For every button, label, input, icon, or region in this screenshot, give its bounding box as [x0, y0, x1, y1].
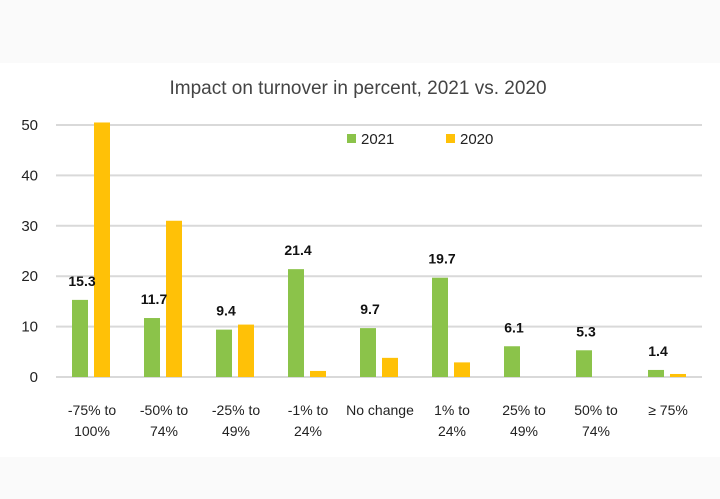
- y-tick-label: 20: [21, 268, 38, 285]
- y-tick-label: 30: [21, 218, 38, 235]
- x-tick-label: ≥ 75%: [648, 402, 688, 418]
- legend-label-2020: 2020: [460, 131, 493, 148]
- x-tick-label: -1% to 24%: [288, 402, 329, 439]
- bar-2020-0: [94, 122, 110, 377]
- bar-2020-3: [310, 370, 326, 377]
- bar-2021-3: [288, 269, 304, 377]
- data-label-2021-6: 6.1: [504, 319, 524, 335]
- legend-swatch-2021: [347, 134, 356, 143]
- x-tick-label: -75% to 100%: [68, 402, 116, 439]
- legend: 2021 2020: [347, 131, 493, 148]
- data-label-2021-2: 9.4: [216, 303, 236, 319]
- data-label-2021-7: 5.3: [576, 323, 596, 339]
- bar-2020-5: [454, 362, 470, 377]
- bar-2020-2: [238, 324, 254, 377]
- x-tick-label: 1% to 24%: [434, 402, 470, 439]
- y-tick-label: 40: [21, 167, 38, 184]
- gridlines: [56, 124, 702, 378]
- legend-label-2021: 2021: [361, 131, 394, 148]
- y-tick-label: 0: [30, 369, 38, 386]
- y-tick-label: 10: [21, 319, 38, 336]
- bar-chart: Impact on turnover in percent, 2021 vs. …: [21, 78, 702, 439]
- bar-2021-2: [216, 329, 232, 377]
- bar-2021-1: [144, 318, 160, 377]
- bar-2021-6: [504, 346, 520, 377]
- bar-2021-7: [576, 350, 592, 377]
- data-label-2021-1: 11.7: [141, 291, 168, 307]
- chart-panel: Impact on turnover in percent, 2021 vs. …: [0, 63, 720, 457]
- data-label-2021-8: 1.4: [648, 343, 668, 359]
- data-label-2021-0: 15.3: [68, 273, 95, 289]
- bar-2021-0: [72, 299, 88, 377]
- y-tick-label: 50: [21, 117, 38, 134]
- bar-2021-5: [432, 277, 448, 377]
- chart-title: Impact on turnover in percent, 2021 vs. …: [169, 78, 546, 99]
- x-tick-label: 50% to 74%: [574, 402, 618, 439]
- data-labels: 15.3 11.7 9.4 21.4 9.7 19.7 6.1 5.3 1.4: [68, 242, 668, 359]
- x-tick-label: 25% to 49%: [502, 402, 546, 439]
- bars: [72, 122, 686, 377]
- bar-2021-4: [360, 328, 376, 377]
- data-label-2021-3: 21.4: [284, 242, 311, 258]
- bar-2020-4: [382, 357, 398, 377]
- x-axis-ticks: -75% to 100% -50% to 74% -25% to 49% -1% to 24%…: [68, 402, 688, 439]
- bar-2020-8: [670, 373, 686, 377]
- x-tick-label: -50% to 74%: [140, 402, 188, 439]
- y-axis-ticks: 0 10 20 30 40 50: [21, 117, 38, 386]
- x-tick-label: No change: [346, 402, 414, 418]
- legend-swatch-2020: [446, 134, 455, 143]
- data-label-2021-5: 19.7: [428, 251, 455, 267]
- data-label-2021-4: 9.7: [360, 301, 380, 317]
- x-tick-label: -25% to 49%: [212, 402, 260, 439]
- bar-2021-8: [648, 369, 664, 377]
- bar-2020-1: [166, 220, 182, 377]
